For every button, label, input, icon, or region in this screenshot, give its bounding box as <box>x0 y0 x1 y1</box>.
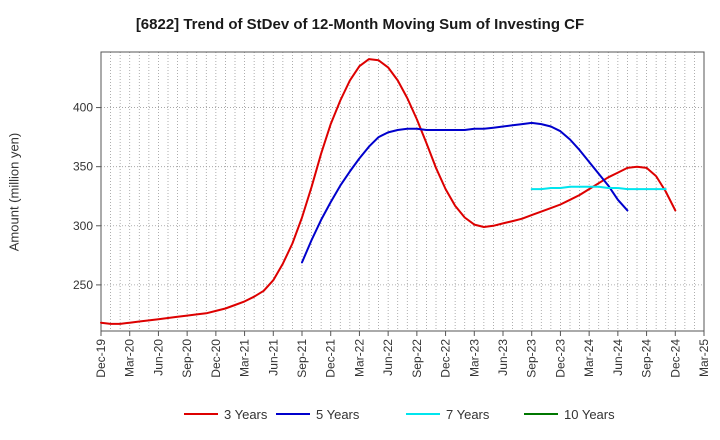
x-tick-label: Dec-20 <box>209 339 223 378</box>
x-tick-label: Sep-23 <box>525 339 539 378</box>
x-tick-label: Mar-20 <box>123 339 137 377</box>
x-tick-label: Mar-22 <box>352 339 366 377</box>
x-tick-label: Jun-24 <box>611 339 625 376</box>
series-line-7-years <box>530 185 667 191</box>
y-axis-ticks: 250 300 350 400 <box>73 101 101 292</box>
x-tick-label: Mar-24 <box>582 339 596 377</box>
x-tick-label: Jun-22 <box>381 339 395 376</box>
chart-title: [6822] Trend of StDev of 12-Month Moving… <box>135 16 585 33</box>
x-tick-label: Jun-21 <box>266 339 280 376</box>
x-tick-label: Sep-21 <box>295 339 309 378</box>
legend-label: 5 Years <box>316 407 360 422</box>
legend: 3 Years 5 Years 7 Years 10 Years <box>184 407 615 422</box>
x-tick-label: Dec-22 <box>439 339 453 378</box>
x-tick-label: Mar-21 <box>238 339 252 377</box>
x-tick-label: Dec-24 <box>668 339 682 378</box>
x-tick-label: Sep-20 <box>180 339 194 378</box>
x-tick-label: Sep-24 <box>640 339 654 378</box>
series-lines <box>100 58 677 325</box>
series-line-3-years <box>100 58 677 325</box>
grid-lines <box>101 52 704 331</box>
x-tick-label: Jun-23 <box>496 339 510 376</box>
y-tick-label: 300 <box>73 219 93 233</box>
y-tick-label: 400 <box>73 101 93 115</box>
x-tick-label: Mar-23 <box>467 339 481 377</box>
y-tick-label: 350 <box>73 160 93 174</box>
x-tick-label: Dec-19 <box>94 339 108 378</box>
x-tick-label: Dec-21 <box>324 339 338 378</box>
x-tick-label: Mar-25 <box>697 339 711 377</box>
x-tick-label: Dec-23 <box>553 339 567 378</box>
legend-label: 3 Years <box>224 407 268 422</box>
plot-area <box>100 51 705 332</box>
legend-label: 7 Years <box>446 407 490 422</box>
legend-label: 10 Years <box>564 407 615 422</box>
x-tick-label: Sep-22 <box>410 339 424 378</box>
series-line-5-years <box>301 121 629 264</box>
x-axis-ticks: Dec-19 Mar-20 Jun-20 Sep-20 Dec-20 Mar-21 Jun-… <box>94 331 711 378</box>
y-tick-label: 250 <box>73 278 93 292</box>
x-tick-label: Jun-20 <box>151 339 165 376</box>
